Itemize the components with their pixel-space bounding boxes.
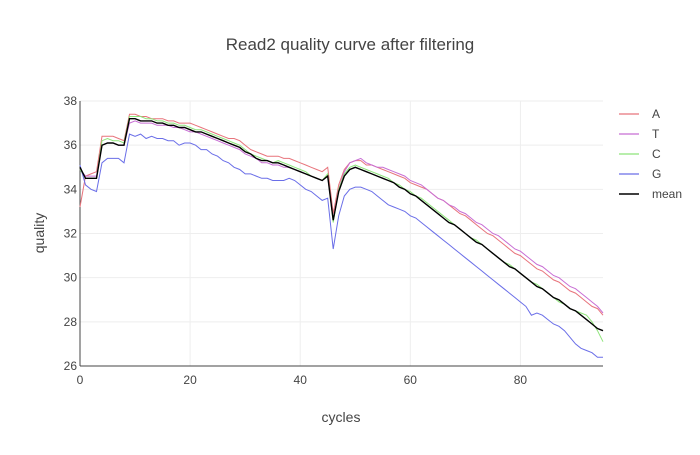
grid-lines bbox=[80, 100, 603, 367]
y-tick-label: 32 bbox=[64, 227, 78, 241]
legend-item-mean[interactable]: mean bbox=[619, 187, 682, 201]
legend-item-A[interactable]: A bbox=[619, 107, 660, 121]
x-tick-label: 80 bbox=[514, 373, 528, 387]
y-axis-label: quality bbox=[31, 213, 47, 253]
series-line-T bbox=[79, 120, 604, 314]
series-line-A bbox=[79, 113, 604, 316]
y-tick-label: 28 bbox=[64, 315, 78, 329]
y-tick-label: 38 bbox=[64, 94, 78, 108]
legend-label: G bbox=[652, 167, 661, 181]
x-axis-label: cycles bbox=[322, 409, 361, 425]
legend-label: mean bbox=[652, 187, 682, 201]
legend-item-G[interactable]: G bbox=[619, 167, 661, 181]
series-line-mean bbox=[79, 117, 604, 332]
y-tick-label: 26 bbox=[64, 359, 78, 373]
legend-item-C[interactable]: C bbox=[619, 147, 661, 161]
legend-label: C bbox=[652, 147, 661, 161]
axes bbox=[79, 101, 603, 367]
series-line-C bbox=[79, 116, 604, 342]
x-tick-label: 20 bbox=[183, 373, 197, 387]
series-line-G bbox=[79, 133, 603, 358]
legend-label: T bbox=[652, 127, 660, 141]
x-tick-label: 0 bbox=[77, 373, 84, 387]
tick-labels: 26 28 30 32 34 36 38 0 20 40 60 80 bbox=[64, 94, 528, 387]
y-tick-label: 36 bbox=[64, 138, 78, 152]
x-tick-label: 40 bbox=[294, 373, 308, 387]
legend-item-T[interactable]: T bbox=[619, 127, 660, 141]
y-tick-label: 34 bbox=[64, 182, 78, 196]
y-tick-label: 30 bbox=[64, 271, 78, 285]
legend-label: A bbox=[652, 107, 660, 121]
chart-title: Read2 quality curve after filtering bbox=[226, 35, 475, 54]
x-tick-label: 60 bbox=[404, 373, 418, 387]
series-lines bbox=[79, 113, 604, 358]
